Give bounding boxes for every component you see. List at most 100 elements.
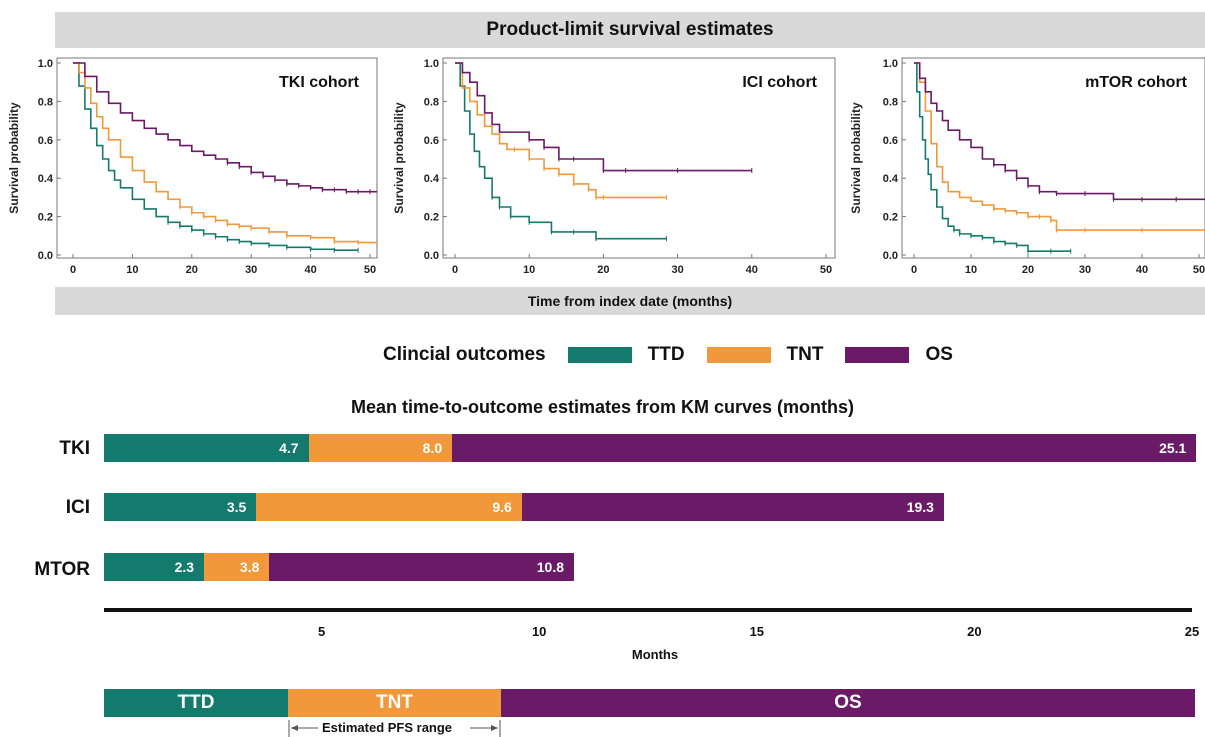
legend-title: Clincial outcomes <box>383 344 546 365</box>
schematic-label-ttd: TTD <box>177 692 215 713</box>
km-ytick-label: 0.4 <box>38 173 54 185</box>
km-panel-1: 0.0 0.2 0.4 0.6 0.8 1.0 0 10 20 30 40 50 Survival pr… <box>7 57 378 276</box>
km-ytick-label: 0.6 <box>424 135 439 147</box>
schematic-segment-tnt: TNT <box>288 689 501 717</box>
bar-segment-ttd-tki: 4.7 <box>104 434 309 462</box>
legend-swatch-ttd <box>567 347 632 363</box>
km-panel-2: 0.0 0.2 0.4 0.6 0.8 1.0 0 10 20 30 40 50 Survival pr… <box>392 57 836 276</box>
km-ytick-label: 1.0 <box>883 58 898 70</box>
km-xtick-label: 50 <box>1193 264 1205 276</box>
km-ytick-label: 0.8 <box>424 96 439 108</box>
category-label-tki: TKI <box>59 438 90 459</box>
bar-segment-tnt-tki: 8.0 <box>308 434 453 462</box>
km-panel-frame <box>901 57 1205 259</box>
schematic-label-os: OS <box>834 692 862 713</box>
bar-value-label: 8.0 <box>422 440 443 456</box>
km-xtick-label: 10 <box>126 264 138 276</box>
km-curve-tnt <box>455 62 667 199</box>
schematic-segment-os: OS <box>501 689 1195 717</box>
km-xtick-label: 0 <box>452 264 458 276</box>
km-xtick-label: 30 <box>245 264 257 276</box>
chart-title-band: Product-limit survival estimates <box>55 12 1205 48</box>
km-ytick-label: 0.2 <box>38 212 53 224</box>
bar-x-tick-label: 5 <box>317 624 326 639</box>
pfs-range-label: Estimated PFS range <box>322 720 453 735</box>
km-ytick-label: 0.4 <box>883 173 899 185</box>
km-panels: 0.0 0.2 0.4 0.6 0.8 1.0 0 10 20 30 40 50 Survival pr… <box>7 57 1205 276</box>
bar-segment-tnt-mtor: 3.8 <box>204 553 270 581</box>
km-xtick-label: 50 <box>820 264 832 276</box>
bar-x-axis <box>104 608 1192 612</box>
km-panel-3: 0.0 0.2 0.4 0.6 0.8 1.0 0 10 20 30 40 50 Survival pr… <box>849 57 1205 276</box>
bar-segment-os-ici: 19.3 <box>521 493 944 521</box>
km-xtick-label: 20 <box>186 264 198 276</box>
chart-title: Product-limit survival estimates <box>486 19 774 40</box>
km-xtick-label: 30 <box>671 264 683 276</box>
km-xtick-label: 40 <box>746 264 758 276</box>
legend-label-os: OS <box>925 344 953 365</box>
km-xtick-label: 0 <box>70 264 76 276</box>
legend-label-tnt: TNT <box>786 344 824 365</box>
km-ytick-label: 0.0 <box>424 250 439 262</box>
km-panel-label: TKI cohort <box>279 74 360 91</box>
km-panel-label: ICI cohort <box>742 74 817 91</box>
km-ylabel: Survival probability <box>7 102 21 214</box>
x-axis-label: Time from index date (months) <box>527 293 733 309</box>
category-label-ici: ICI <box>65 497 90 518</box>
km-ytick-label: 0.0 <box>883 250 898 262</box>
km-xtick-label: 50 <box>364 264 376 276</box>
km-ytick-label: 0.0 <box>38 250 53 262</box>
km-ytick-label: 0.4 <box>424 173 440 185</box>
bar-x-tick-label: 25 <box>1184 624 1200 639</box>
km-xtick-label: 10 <box>965 264 977 276</box>
km-xtick-label: 40 <box>1136 264 1148 276</box>
legend-label-ttd: TTD <box>647 344 685 365</box>
km-ytick-label: 0.2 <box>883 212 898 224</box>
km-ytick-label: 0.8 <box>38 96 53 108</box>
km-xtick-label: 40 <box>304 264 316 276</box>
legend-swatch-os <box>845 347 910 363</box>
bar-x-tick-label: 15 <box>749 624 765 639</box>
km-curve-ttd <box>455 62 667 240</box>
km-xtick-label: 0 <box>911 264 917 276</box>
bar-chart-title: Mean time-to-outcome estimates from KM c… <box>350 397 855 417</box>
bar-x-tick-label: 10 <box>531 624 547 639</box>
km-ytick-label: 1.0 <box>38 58 53 70</box>
bar-value-label: 10.8 <box>536 559 564 575</box>
km-xtick-label: 30 <box>1079 264 1091 276</box>
x-axis-label-band: Time from index date (months) <box>55 287 1205 315</box>
km-ytick-label: 0.6 <box>883 135 898 147</box>
km-ytick-label: 0.6 <box>38 135 53 147</box>
km-panel-label: mTOR cohort <box>1085 74 1188 91</box>
km-ytick-label: 0.8 <box>883 96 898 108</box>
bar-x-tick-label: 20 <box>967 624 982 639</box>
km-curve-tnt <box>73 62 377 244</box>
bar-segment-tnt-ici: 9.6 <box>256 493 522 521</box>
schematic-segment-ttd: TTD <box>104 689 288 717</box>
km-xtick-label: 20 <box>597 264 609 276</box>
bar-value-label: 9.6 <box>492 499 512 515</box>
km-curve-tnt <box>914 62 1205 231</box>
km-curve-os <box>455 62 752 172</box>
bar-value-label: 3.5 <box>226 499 247 515</box>
km-panel-frame <box>442 57 836 259</box>
km-xtick-label: 20 <box>1022 264 1034 276</box>
bar-segment-os-tki: 25.1 <box>452 434 1197 462</box>
legend: Clincial outcomes TTD TNT OS <box>383 342 975 368</box>
bar-segment-ttd-mtor: 2.3 <box>104 553 205 581</box>
km-xtick-label: 10 <box>523 264 535 276</box>
km-ytick-label: 0.2 <box>424 212 439 224</box>
km-ylabel: Survival probability <box>849 102 863 214</box>
bar-value-label: 4.7 <box>279 440 299 456</box>
bar-value-label: 19.3 <box>906 499 934 515</box>
bar-value-label: 2.3 <box>174 559 195 575</box>
km-panel-frame <box>56 57 378 259</box>
bar-value-label: 25.1 <box>1159 440 1187 456</box>
bar-segment-os-mtor: 10.8 <box>269 553 574 581</box>
km-ytick-label: 1.0 <box>424 58 439 70</box>
bar-x-axis-label: Months <box>631 647 679 662</box>
legend-swatch-tnt <box>706 347 771 363</box>
bar-segment-ttd-ici: 3.5 <box>104 493 257 521</box>
km-ylabel: Survival probability <box>392 102 406 214</box>
category-label-mtor: MTOR <box>34 559 90 580</box>
